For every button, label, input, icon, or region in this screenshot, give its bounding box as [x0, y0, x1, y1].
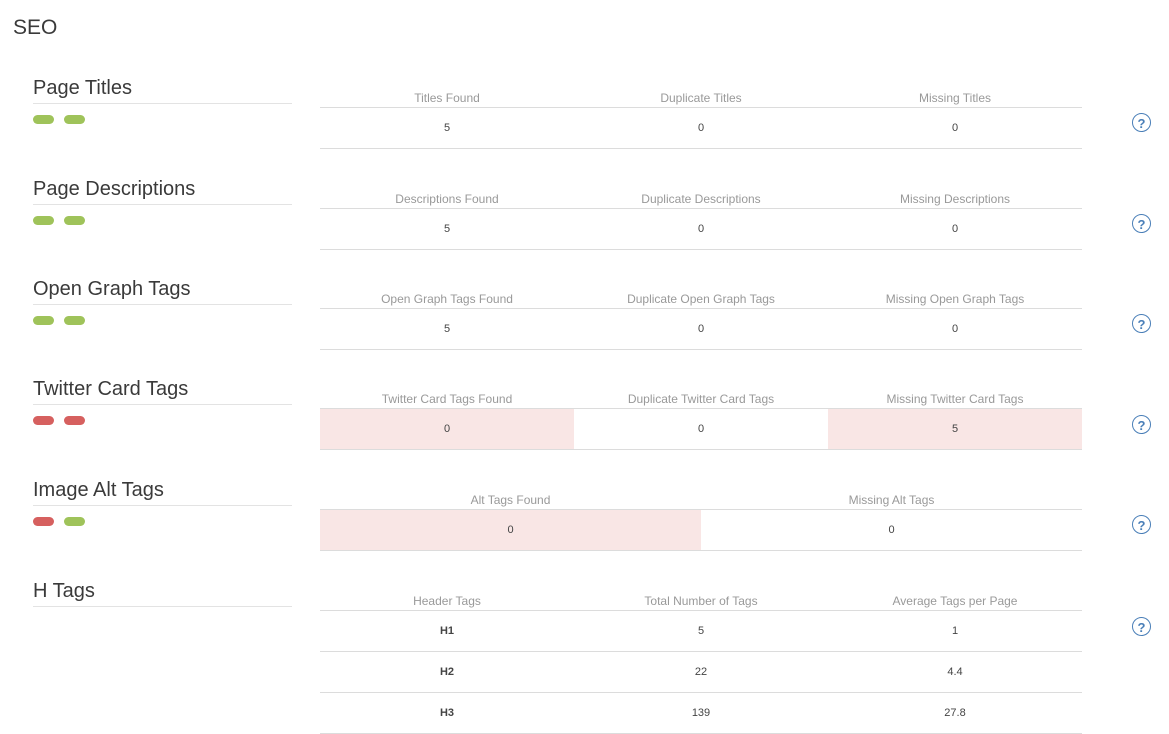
column-header: Duplicate Twitter Card Tags — [574, 387, 828, 409]
status-pill-bad — [33, 416, 54, 425]
average-tags-value: 27.8 — [828, 692, 1082, 734]
column-header: Total Number of Tags — [574, 589, 828, 611]
total-tags-value: 5 — [574, 610, 828, 652]
twitter-missing-value: 5 — [828, 408, 1082, 450]
status-pill-good — [64, 216, 85, 225]
average-tags-value: 4.4 — [828, 651, 1082, 693]
og-missing-value: 0 — [828, 308, 1082, 350]
status-pill-bad — [64, 416, 85, 425]
table-row: H1 5 1 — [320, 610, 1082, 652]
help-icon[interactable]: ? — [1132, 617, 1151, 636]
column-header: Duplicate Open Graph Tags — [574, 287, 828, 309]
section-open-graph-tags: Open Graph Tags Open Graph Tags Found Du… — [0, 278, 1169, 358]
column-header: Missing Descriptions — [828, 187, 1082, 209]
column-header: Missing Titles — [828, 86, 1082, 108]
section-image-alt-tags: Image Alt Tags Alt Tags Found Missing Al… — [0, 479, 1169, 559]
header-tag-label: H2 — [320, 651, 574, 693]
status-pill-good — [33, 115, 54, 124]
total-tags-value: 139 — [574, 692, 828, 734]
column-header: Missing Twitter Card Tags — [828, 387, 1082, 409]
titles-found-value: 5 — [320, 107, 574, 149]
column-header: Alt Tags Found — [320, 488, 701, 510]
alt-missing-value: 0 — [701, 509, 1082, 551]
column-header: Average Tags per Page — [828, 589, 1082, 611]
section-twitter-card-tags: Twitter Card Tags Twitter Card Tags Foun… — [0, 378, 1169, 458]
metrics-table: Titles Found Duplicate Titles Missing Ti… — [320, 86, 1082, 149]
status-indicators — [33, 216, 95, 225]
status-indicators — [33, 517, 95, 526]
metrics-table: Alt Tags Found Missing Alt Tags 0 0 — [320, 488, 1082, 551]
column-header: Descriptions Found — [320, 187, 574, 209]
column-header: Titles Found — [320, 86, 574, 108]
help-icon[interactable]: ? — [1132, 415, 1151, 434]
status-indicators — [33, 416, 95, 425]
section-page-titles: Page Titles Titles Found Duplicate Title… — [0, 77, 1169, 157]
section-label: Open Graph Tags — [33, 278, 292, 305]
header-tag-label: H1 — [320, 610, 574, 652]
column-header: Duplicate Titles — [574, 86, 828, 108]
status-indicators — [33, 316, 95, 325]
column-header: Header Tags — [320, 589, 574, 611]
column-header: Missing Alt Tags — [701, 488, 1082, 510]
status-pill-good — [64, 316, 85, 325]
column-header: Twitter Card Tags Found — [320, 387, 574, 409]
section-h-tags: H Tags Header Tags Total Number of Tags … — [0, 580, 1169, 734]
column-header: Missing Open Graph Tags — [828, 287, 1082, 309]
column-header: Open Graph Tags Found — [320, 287, 574, 309]
twitter-duplicate-value: 0 — [574, 408, 828, 450]
table-row: 5 0 0 — [320, 208, 1082, 250]
total-tags-value: 22 — [574, 651, 828, 693]
status-pill-good — [33, 216, 54, 225]
status-pill-good — [64, 115, 85, 124]
section-label: Page Descriptions — [33, 178, 292, 205]
metrics-table: Twitter Card Tags Found Duplicate Twitte… — [320, 387, 1082, 450]
page-title: SEO — [13, 16, 58, 39]
h-tags-table: Header Tags Total Number of Tags Average… — [320, 589, 1082, 734]
section-label: Page Titles — [33, 77, 292, 104]
table-row: 5 0 0 — [320, 107, 1082, 149]
table-row: 0 0 5 — [320, 408, 1082, 450]
og-found-value: 5 — [320, 308, 574, 350]
metrics-table: Descriptions Found Duplicate Description… — [320, 187, 1082, 250]
og-duplicate-value: 0 — [574, 308, 828, 350]
table-row: 5 0 0 — [320, 308, 1082, 350]
help-icon[interactable]: ? — [1132, 113, 1151, 132]
section-label: Twitter Card Tags — [33, 378, 292, 405]
average-tags-value: 1 — [828, 610, 1082, 652]
missing-descriptions-value: 0 — [828, 208, 1082, 250]
missing-titles-value: 0 — [828, 107, 1082, 149]
help-icon[interactable]: ? — [1132, 314, 1151, 333]
header-tag-label: H3 — [320, 692, 574, 734]
table-row: 0 0 — [320, 509, 1082, 551]
help-icon[interactable]: ? — [1132, 214, 1151, 233]
twitter-found-value: 0 — [320, 408, 574, 450]
duplicate-titles-value: 0 — [574, 107, 828, 149]
help-icon[interactable]: ? — [1132, 515, 1151, 534]
status-pill-good — [33, 316, 54, 325]
descriptions-found-value: 5 — [320, 208, 574, 250]
duplicate-descriptions-value: 0 — [574, 208, 828, 250]
table-row: H3 139 27.8 — [320, 692, 1082, 734]
table-row: H2 22 4.4 — [320, 651, 1082, 693]
section-label: H Tags — [33, 580, 292, 607]
column-header: Duplicate Descriptions — [574, 187, 828, 209]
metrics-table: Open Graph Tags Found Duplicate Open Gra… — [320, 287, 1082, 350]
alt-found-value: 0 — [320, 509, 701, 551]
status-indicators — [33, 115, 95, 124]
status-pill-bad — [33, 517, 54, 526]
section-label: Image Alt Tags — [33, 479, 292, 506]
section-page-descriptions: Page Descriptions Descriptions Found Dup… — [0, 178, 1169, 258]
status-pill-good — [64, 517, 85, 526]
